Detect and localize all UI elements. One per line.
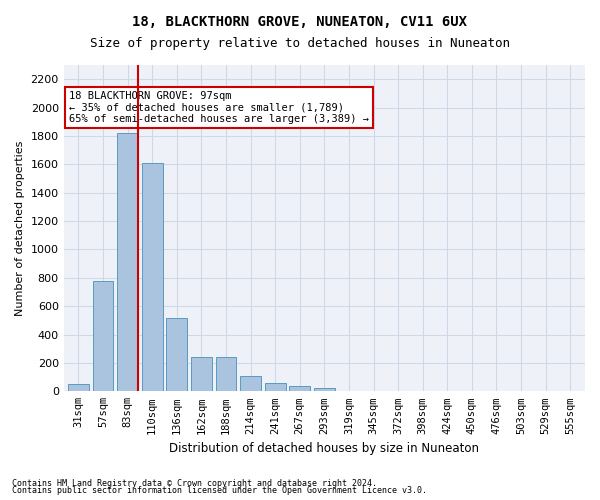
Bar	[289, 386, 310, 392]
Bar	[117, 133, 138, 392]
Y-axis label: Number of detached properties: Number of detached properties	[15, 140, 25, 316]
Text: 18 BLACKTHORN GROVE: 97sqm
← 35% of detached houses are smaller (1,789)
65% of s: 18 BLACKTHORN GROVE: 97sqm ← 35% of deta…	[69, 91, 369, 124]
Bar	[92, 280, 113, 392]
Bar	[142, 163, 163, 392]
X-axis label: Distribution of detached houses by size in Nuneaton: Distribution of detached houses by size …	[169, 442, 479, 455]
Text: 18, BLACKTHORN GROVE, NUNEATON, CV11 6UX: 18, BLACKTHORN GROVE, NUNEATON, CV11 6UX	[133, 15, 467, 29]
Text: Contains HM Land Registry data © Crown copyright and database right 2024.: Contains HM Land Registry data © Crown c…	[12, 478, 377, 488]
Bar	[215, 358, 236, 392]
Text: Contains public sector information licensed under the Open Government Licence v3: Contains public sector information licen…	[12, 486, 427, 495]
Bar	[265, 383, 286, 392]
Bar	[314, 388, 335, 392]
Text: Size of property relative to detached houses in Nuneaton: Size of property relative to detached ho…	[90, 38, 510, 51]
Bar	[166, 318, 187, 392]
Bar	[68, 384, 89, 392]
Bar	[240, 376, 261, 392]
Bar	[191, 358, 212, 392]
